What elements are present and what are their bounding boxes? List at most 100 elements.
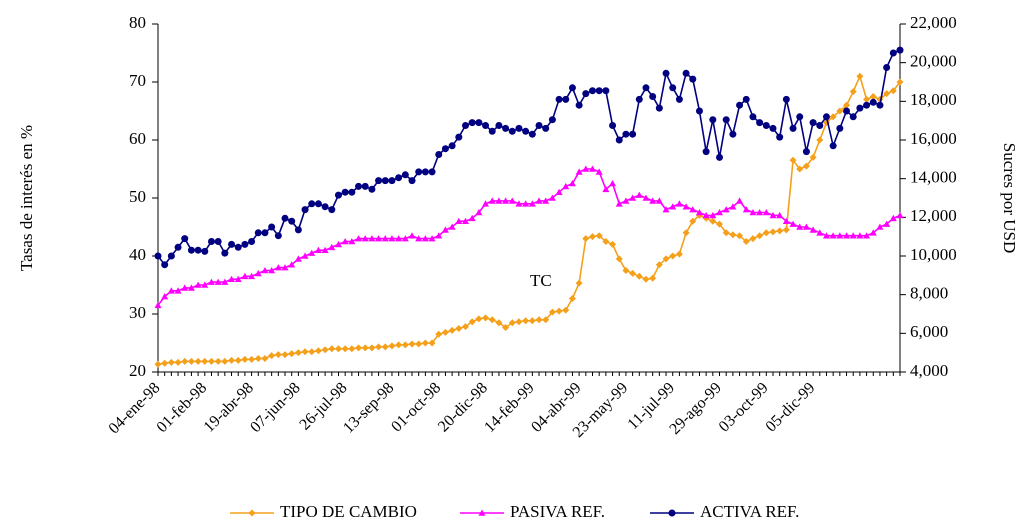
marker xyxy=(181,357,189,365)
marker xyxy=(308,249,316,256)
marker xyxy=(836,107,844,115)
marker xyxy=(361,235,369,242)
marker xyxy=(689,217,697,225)
marker xyxy=(869,98,877,106)
marker xyxy=(582,165,590,172)
marker xyxy=(575,101,583,109)
marker xyxy=(595,168,603,175)
marker xyxy=(589,165,597,172)
x-tick-label: 07-jun-98 xyxy=(247,379,304,436)
marker xyxy=(669,252,677,260)
marker xyxy=(488,316,496,324)
marker xyxy=(555,95,563,103)
marker xyxy=(455,217,463,224)
marker xyxy=(548,308,556,316)
marker xyxy=(174,287,182,294)
marker xyxy=(695,107,703,115)
marker xyxy=(254,229,262,237)
marker xyxy=(635,95,643,103)
marker xyxy=(334,345,342,353)
marker xyxy=(221,249,229,257)
annotation: TC xyxy=(530,271,552,290)
marker xyxy=(695,209,703,216)
marker xyxy=(181,284,189,291)
marker xyxy=(415,168,423,176)
y-tick-label: 30 xyxy=(129,303,146,322)
marker xyxy=(194,281,202,288)
marker xyxy=(802,148,810,156)
marker xyxy=(348,188,356,196)
marker xyxy=(455,133,463,141)
marker xyxy=(649,274,657,282)
marker xyxy=(542,197,550,204)
marker xyxy=(488,197,496,204)
marker xyxy=(254,354,262,362)
marker xyxy=(889,87,897,95)
marker xyxy=(515,124,523,132)
marker xyxy=(736,101,744,109)
marker xyxy=(736,232,744,240)
marker xyxy=(595,232,603,240)
marker xyxy=(328,345,336,353)
marker xyxy=(649,197,657,204)
marker xyxy=(776,227,784,235)
marker xyxy=(535,197,543,204)
marker xyxy=(769,228,777,236)
marker xyxy=(769,124,777,132)
marker xyxy=(428,235,436,242)
marker xyxy=(401,341,409,349)
marker xyxy=(655,261,663,269)
y-tick-label: 50 xyxy=(129,187,146,206)
marker xyxy=(816,122,824,129)
marker xyxy=(294,255,302,262)
marker xyxy=(167,358,175,366)
marker xyxy=(161,359,169,367)
marker xyxy=(482,314,490,322)
marker xyxy=(702,148,710,156)
marker xyxy=(441,226,449,233)
marker xyxy=(288,350,296,358)
marker xyxy=(615,200,623,207)
marker xyxy=(635,191,643,198)
marker xyxy=(294,349,302,357)
marker xyxy=(234,275,242,282)
marker xyxy=(528,200,536,207)
marker xyxy=(836,232,844,239)
marker xyxy=(829,142,837,150)
marker xyxy=(281,351,289,359)
marker xyxy=(428,168,436,176)
marker xyxy=(796,113,804,121)
marker xyxy=(502,324,510,332)
marker xyxy=(221,278,229,285)
marker xyxy=(421,235,429,242)
marker xyxy=(756,119,764,127)
marker xyxy=(822,113,830,121)
marker xyxy=(361,182,369,190)
marker xyxy=(896,78,904,86)
marker xyxy=(395,235,403,242)
marker xyxy=(261,229,269,237)
marker xyxy=(589,87,597,95)
marker xyxy=(234,243,242,251)
marker xyxy=(174,358,182,366)
marker xyxy=(301,206,309,214)
marker xyxy=(482,200,490,207)
marker xyxy=(548,194,556,201)
marker xyxy=(682,69,690,77)
marker xyxy=(328,206,336,214)
marker xyxy=(375,177,383,185)
marker xyxy=(348,238,356,245)
marker xyxy=(268,352,276,360)
marker xyxy=(615,136,623,144)
marker xyxy=(675,200,683,207)
marker xyxy=(789,124,797,132)
marker xyxy=(441,145,449,153)
marker xyxy=(381,177,389,185)
marker xyxy=(582,235,590,243)
marker xyxy=(167,252,175,260)
marker xyxy=(248,355,256,363)
marker xyxy=(522,317,530,325)
marker xyxy=(502,197,510,204)
marker xyxy=(889,214,897,222)
